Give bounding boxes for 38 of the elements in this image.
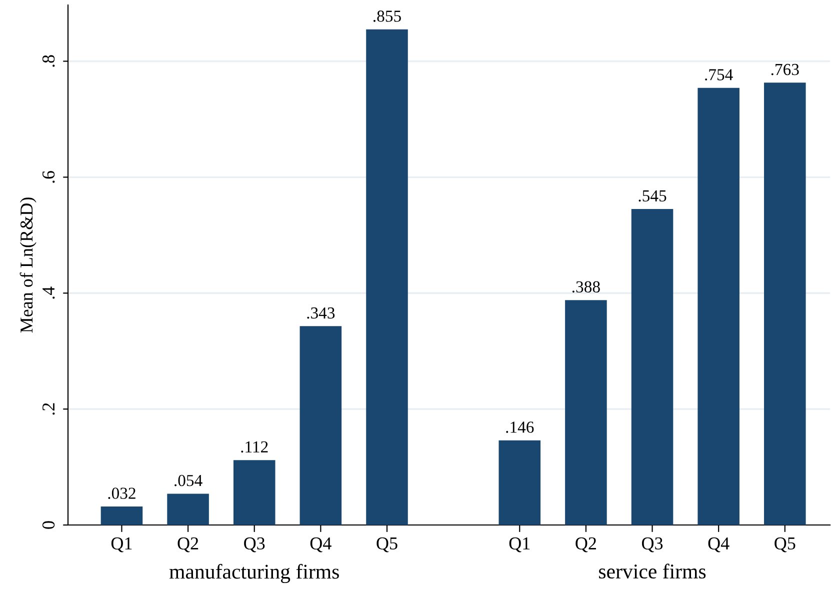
x-tick-label: Q4 bbox=[310, 537, 332, 552]
text: service firms bbox=[599, 564, 706, 579]
y-tick-label: .8 bbox=[42, 55, 55, 67]
bar bbox=[565, 300, 607, 525]
x-tick-label: Q5 bbox=[376, 537, 398, 552]
bar bbox=[167, 494, 209, 525]
x-tick-label: Q5 bbox=[774, 537, 796, 552]
text: manufacturing firms bbox=[169, 564, 339, 584]
bar bbox=[233, 460, 276, 525]
x-tick-label: Q2 bbox=[178, 537, 198, 552]
bar bbox=[698, 88, 740, 525]
y-tick-label: 0 bbox=[42, 521, 55, 529]
x-tick-label: Q3 bbox=[642, 537, 663, 552]
bar bbox=[631, 209, 674, 525]
data-label: .388 bbox=[572, 281, 600, 293]
data-label: .032 bbox=[108, 488, 136, 499]
data-label: .054 bbox=[174, 474, 202, 486]
data-label: .545 bbox=[638, 190, 666, 202]
x-tick-label: Q1 bbox=[509, 537, 530, 552]
data-label: .343 bbox=[307, 307, 335, 319]
bar bbox=[100, 506, 143, 525]
bar bbox=[366, 29, 408, 525]
y-axis-title: Mean of Ln(R&D) bbox=[20, 198, 36, 333]
data-label: .763 bbox=[771, 64, 799, 76]
x-tick-label: Q2 bbox=[576, 537, 596, 552]
y-tick-label: .6 bbox=[42, 170, 55, 183]
data-label: .855 bbox=[374, 10, 401, 22]
y-tick-label: .2 bbox=[42, 403, 55, 415]
x-tick-label: Q3 bbox=[244, 537, 265, 552]
bar bbox=[764, 82, 806, 525]
bar bbox=[300, 326, 342, 525]
x-tick-label: Q1 bbox=[111, 537, 132, 552]
data-label: .112 bbox=[241, 441, 268, 453]
data-label: .146 bbox=[506, 422, 534, 433]
data-label: .754 bbox=[705, 69, 733, 80]
y-tick-label: .4 bbox=[42, 286, 55, 299]
bar bbox=[498, 440, 541, 525]
x-tick-label: Q4 bbox=[708, 537, 730, 552]
